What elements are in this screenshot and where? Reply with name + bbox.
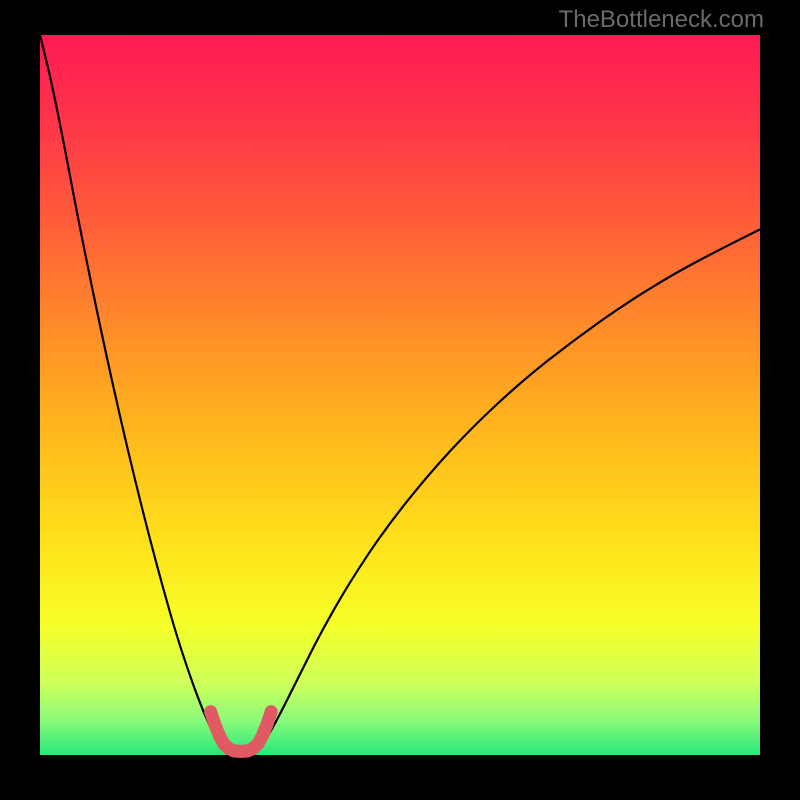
plot-background	[40, 35, 760, 755]
optimal-range-marker	[260, 718, 273, 731]
optimal-range-marker	[204, 705, 217, 718]
bottleneck-chart-svg	[0, 0, 800, 800]
optimal-range-marker	[265, 705, 278, 718]
watermark-text: TheBottleneck.com	[559, 6, 764, 34]
chart-stage: TheBottleneck.com	[0, 0, 800, 800]
